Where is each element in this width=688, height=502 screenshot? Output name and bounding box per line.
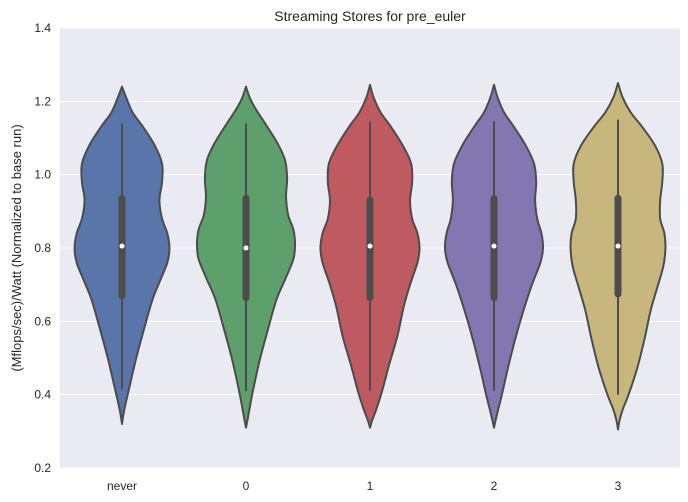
y-tick-label: 1.4 [34, 21, 51, 35]
violin-0 [195, 85, 297, 429]
x-tick-label: 3 [615, 479, 622, 493]
y-axis-label: (Mflops/sec)/Watt (Normalized to base ru… [9, 124, 24, 371]
x-tick-label: never [107, 479, 137, 493]
x-tick-label: 2 [491, 479, 498, 493]
x-tick-label: 1 [367, 479, 374, 493]
chart-title: Streaming Stores for pre_euler [274, 8, 466, 24]
violin-never [73, 85, 171, 425]
y-tick-label: 0.6 [34, 314, 51, 328]
iqr-box [366, 196, 374, 302]
y-tick-label: 1.2 [34, 94, 51, 108]
median-marker [243, 245, 249, 251]
median-marker [367, 243, 373, 249]
violin-1 [319, 83, 421, 429]
violins [73, 82, 667, 431]
y-tick-labels: 0.2 0.4 0.6 0.8 1.0 1.2 1.4 [34, 21, 51, 475]
median-marker [615, 243, 621, 249]
y-tick-label: 0.4 [34, 388, 51, 402]
median-marker [491, 243, 497, 249]
y-tick-label: 1.0 [34, 168, 51, 182]
x-tick-label: 0 [243, 479, 250, 493]
violin-2 [443, 83, 545, 429]
y-tick-label: 0.8 [34, 241, 51, 255]
median-marker [119, 243, 125, 249]
x-tick-labels: never 0 1 2 3 [107, 479, 622, 493]
y-tick-label: 0.2 [34, 461, 51, 475]
violin-3 [569, 82, 667, 431]
